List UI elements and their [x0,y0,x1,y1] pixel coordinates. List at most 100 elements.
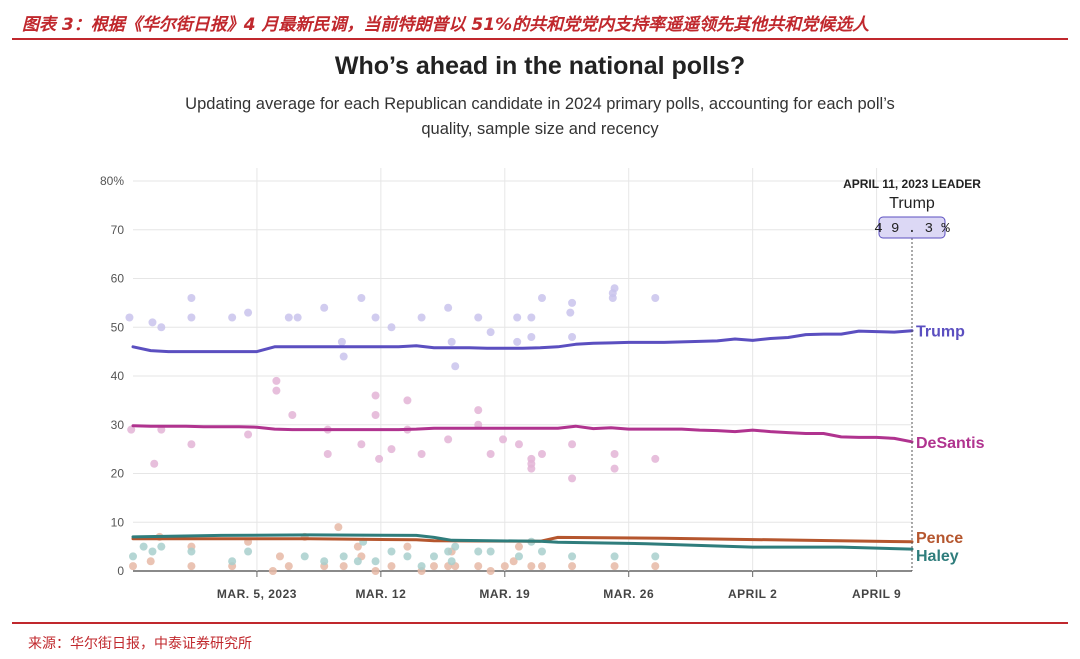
poll-dot-haley [129,552,137,561]
poll-dot-desantis [127,425,136,434]
poll-dot-trump [417,313,426,322]
poll-dot-haley [403,552,412,561]
poll-dot-pence [275,552,284,561]
poll-dot-desantis [244,430,253,439]
poll-dot-pence [129,562,137,571]
poll-dot-desantis [272,376,281,385]
poll-dot-haley [244,547,253,556]
chart-title: Who’s ahead in the national polls? [334,52,746,80]
poll-dot-haley [651,552,660,561]
poll-dot-haley [568,552,577,561]
poll-dot-pence [187,562,196,571]
poll-dot-desantis [417,450,426,458]
y-tick-label: 10 [111,515,125,529]
poll-dot-trump [187,294,196,302]
figure-caption: 图表 3：根据《华尔街日报》4 月最新民调，当前特朗普以 51%的共和党党内支持… [22,15,870,35]
poll-dot-pence [651,562,660,571]
poll-dot-pence [537,562,546,571]
poll-dot-pence [474,562,483,571]
poll-dot-desantis [387,445,396,454]
poll-dot-trump [320,303,329,312]
poll-dot-trump [486,328,495,337]
poll-dot-desantis [651,454,660,463]
poll-dot-trump [337,337,346,346]
series-label-trump: Trump [916,324,965,341]
poll-dot-haley [187,547,196,556]
grid-lines [133,168,912,577]
poll-dot-haley [320,557,329,566]
y-tick-label: 80% [100,174,124,188]
poll-dot-pence [568,562,577,571]
poll-dot-trump [284,313,293,322]
poll-dot-desantis [568,440,577,449]
poll-dot-haley [514,552,523,561]
x-tick-label: MAR. 5, 2023 [217,587,297,601]
y-tick-label: 30 [111,418,125,432]
x-tick-label: APRIL 9 [852,587,901,601]
poll-dot-pence [371,567,380,575]
series-label-desantis: DeSantis [916,435,985,452]
poll-dot-pence [403,542,412,551]
poll-dot-trump [566,308,575,317]
poll-dot-desantis [403,396,412,405]
poll-dot-pence [339,562,348,571]
poll-dot-pence [268,567,277,575]
poll-dot-pence [284,562,293,571]
poll-dot-desantis [371,391,380,400]
poll-dot-haley [228,557,237,566]
poll-dot-pence [353,542,362,551]
poll-dot-desantis [150,459,159,468]
poll-dot-pence [146,557,155,566]
leader-name: Trump [889,195,935,212]
y-tick-label: 40 [111,369,125,383]
poll-dot-pence [514,542,523,551]
poll-dot-desantis [486,450,495,458]
poll-dot-pence [500,562,509,571]
x-tick-label: MAR. 12 [355,587,406,601]
poll-dot-haley [474,547,483,556]
series-line-desantis [131,424,914,444]
leader-value-box [878,216,946,239]
poll-dot-trump [513,337,522,346]
source-note: 来源：华尔街日报，中泰证券研究所 [28,636,252,652]
poll-dot-desantis [375,454,384,463]
series-line-haley [131,533,914,551]
y-tick-label: 50 [111,320,125,334]
chart-subtitle: Updating average for each Republican can… [185,95,895,138]
poll-dot-desantis [288,411,297,419]
series-label-haley: Haley [916,548,959,565]
x-tick-label: MAR. 19 [479,587,530,601]
poll-dot-haley [387,547,396,556]
poll-dot-haley [417,562,426,571]
source-rule [12,622,1068,624]
poll-dot-trump [537,294,546,302]
poll-dot-pence [610,562,619,571]
poll-dot-trump [447,337,456,346]
poll-dot-trump [157,323,166,332]
poll-dot-desantis [610,450,619,458]
poll-dot-haley [429,552,438,561]
series-lines [131,329,914,551]
x-tick-label: APRIL 2 [728,587,777,601]
y-tick-label: 0 [117,564,124,578]
poll-dot-haley [537,547,546,556]
poll-dot-haley [157,542,166,551]
poll-dot-desantis [514,440,523,449]
poll-dot-trump [187,313,196,322]
poll-dot-desantis [357,440,366,449]
poll-dot-desantis [568,474,577,483]
poll-dot-haley [610,552,619,561]
poll-dot-pence [429,562,438,571]
poll-dot-trump [651,294,660,302]
poll-dot-desantis [527,459,536,468]
poll-dot-desantis [371,411,380,419]
poll-dot-desantis [499,435,508,444]
leader-date-label: APRIL 11, 2023 LEADER [843,177,981,191]
poll-dot-pence [334,523,343,532]
y-tick-label: 70 [111,223,125,237]
poll-dot-haley [139,542,148,551]
poll-dot-haley [451,542,460,551]
poll-dot-trump [387,323,396,332]
